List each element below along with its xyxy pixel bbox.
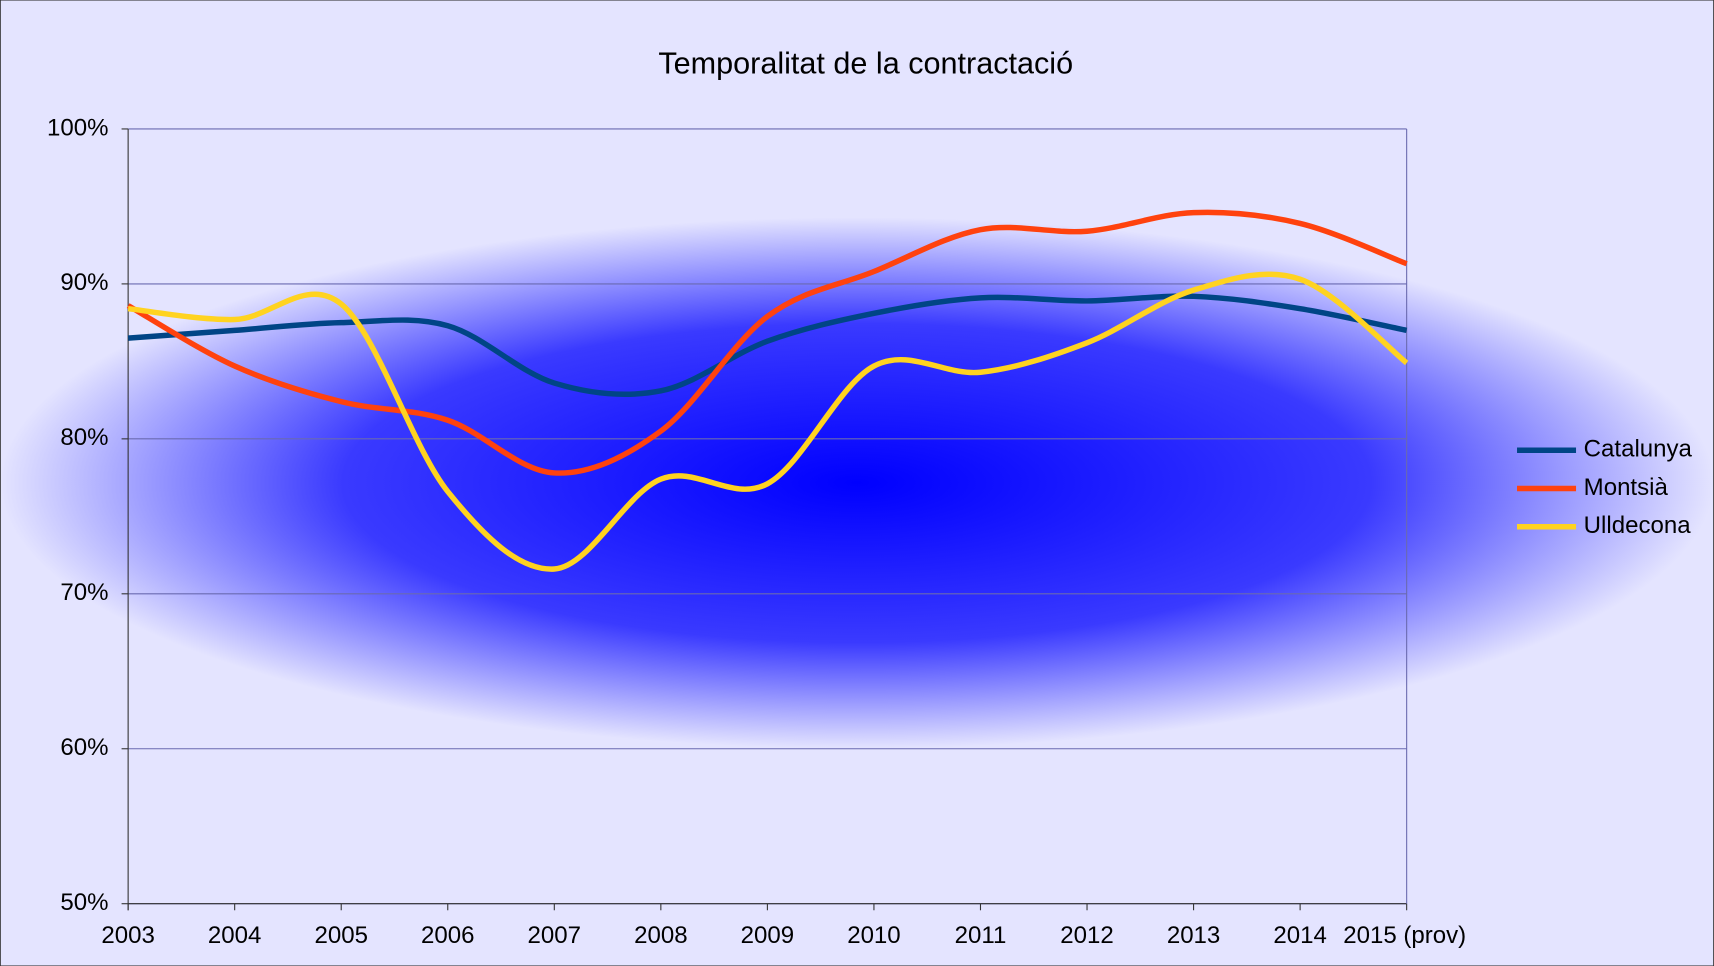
x-tick-label: 2013 [1167, 922, 1220, 949]
y-tick-label: 60% [60, 734, 108, 761]
legend-label: Catalunya [1584, 436, 1693, 463]
y-tick-label: 80% [60, 424, 108, 451]
series-line [127, 271, 1409, 572]
x-tick-label: 2007 [528, 922, 581, 949]
chart-title: Temporalitat de la contractació [658, 47, 1073, 81]
y-tick-label: 100% [47, 114, 108, 141]
x-tick-label: 2003 [101, 922, 154, 949]
x-tick-label: 2011 [955, 922, 1007, 949]
legend-label: Montsià [1584, 474, 1669, 501]
y-tick-label: 70% [60, 579, 108, 606]
x-tick-label: 2015 (prov) [1343, 922, 1466, 949]
series-line [127, 293, 1408, 398]
y-tick-label: 50% [60, 889, 108, 916]
x-tick-label: 2009 [741, 922, 794, 949]
x-tick-label: 2012 [1060, 922, 1113, 949]
legend-label: Ulldecona [1584, 512, 1692, 539]
y-tick-label: 90% [60, 269, 108, 296]
x-tick-label: 2014 [1273, 922, 1326, 949]
x-tick-label: 2008 [634, 922, 687, 949]
x-tick-label: 2010 [847, 922, 900, 949]
x-tick-label: 2006 [421, 922, 474, 949]
series-line [126, 209, 1408, 476]
x-tick-label: 2004 [208, 922, 261, 949]
x-tick-label: 2005 [314, 922, 367, 949]
